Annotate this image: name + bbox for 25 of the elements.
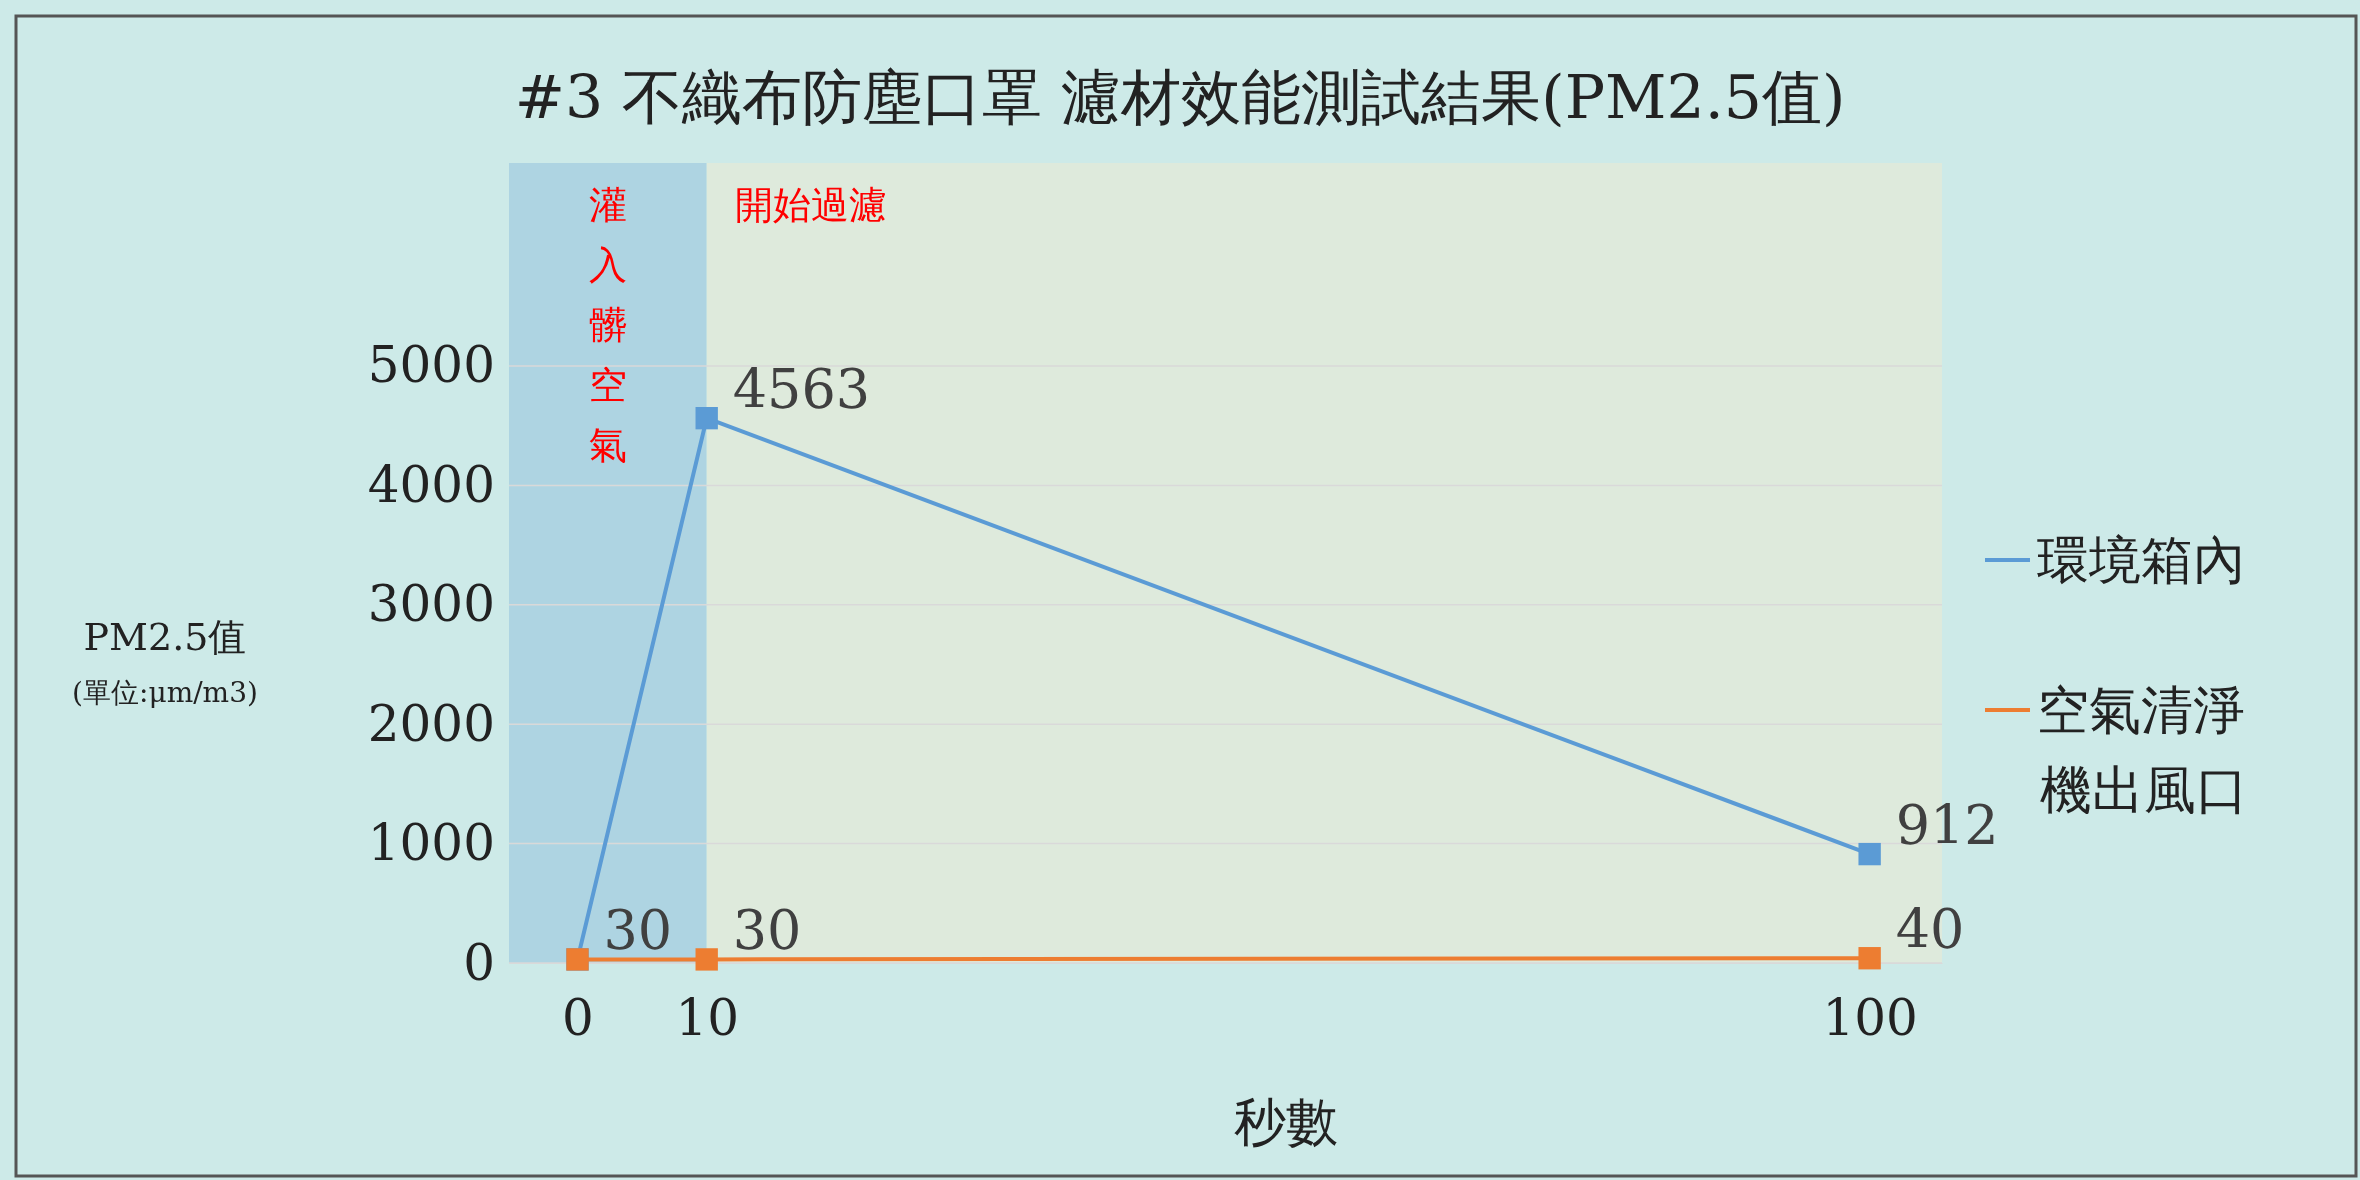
y-tick-label: 5000 (367, 336, 495, 395)
data-label: 40 (1895, 898, 1965, 962)
data-label: 30 (732, 899, 802, 963)
data-label: 912 (1895, 794, 1999, 858)
y-tick-label: 0 (463, 933, 495, 992)
legend-label: 環境箱內 (2037, 530, 2245, 590)
band-label: 開始過濾 (734, 183, 887, 227)
data-label: 30 (603, 899, 673, 963)
legend-label: 空氣清淨機出風口 (2037, 680, 2248, 820)
x-axis-title: 秒數 (1233, 1092, 1338, 1152)
point (1858, 947, 1881, 970)
y-tick-label: 1000 (367, 814, 495, 873)
point (695, 406, 718, 430)
y-tick-label: 4000 (367, 455, 495, 514)
band-label: 灌入髒空氣 (588, 183, 627, 467)
y-tick-label: 3000 (367, 575, 495, 634)
point (695, 948, 718, 971)
x-tick-label: 100 (1822, 988, 1918, 1047)
x-tick-label: 10 (675, 988, 740, 1047)
point (1858, 842, 1881, 866)
x-tick-label: 0 (562, 988, 594, 1047)
y-tick-label: 2000 (367, 694, 495, 753)
y-axis-title: PM2.5值 (單位:μm/m3) (72, 615, 258, 709)
chart-title: #3 不織布防塵口罩 濾材效能測試結果(PM2.5值) (514, 62, 1846, 132)
data-label: 4563 (732, 358, 871, 422)
